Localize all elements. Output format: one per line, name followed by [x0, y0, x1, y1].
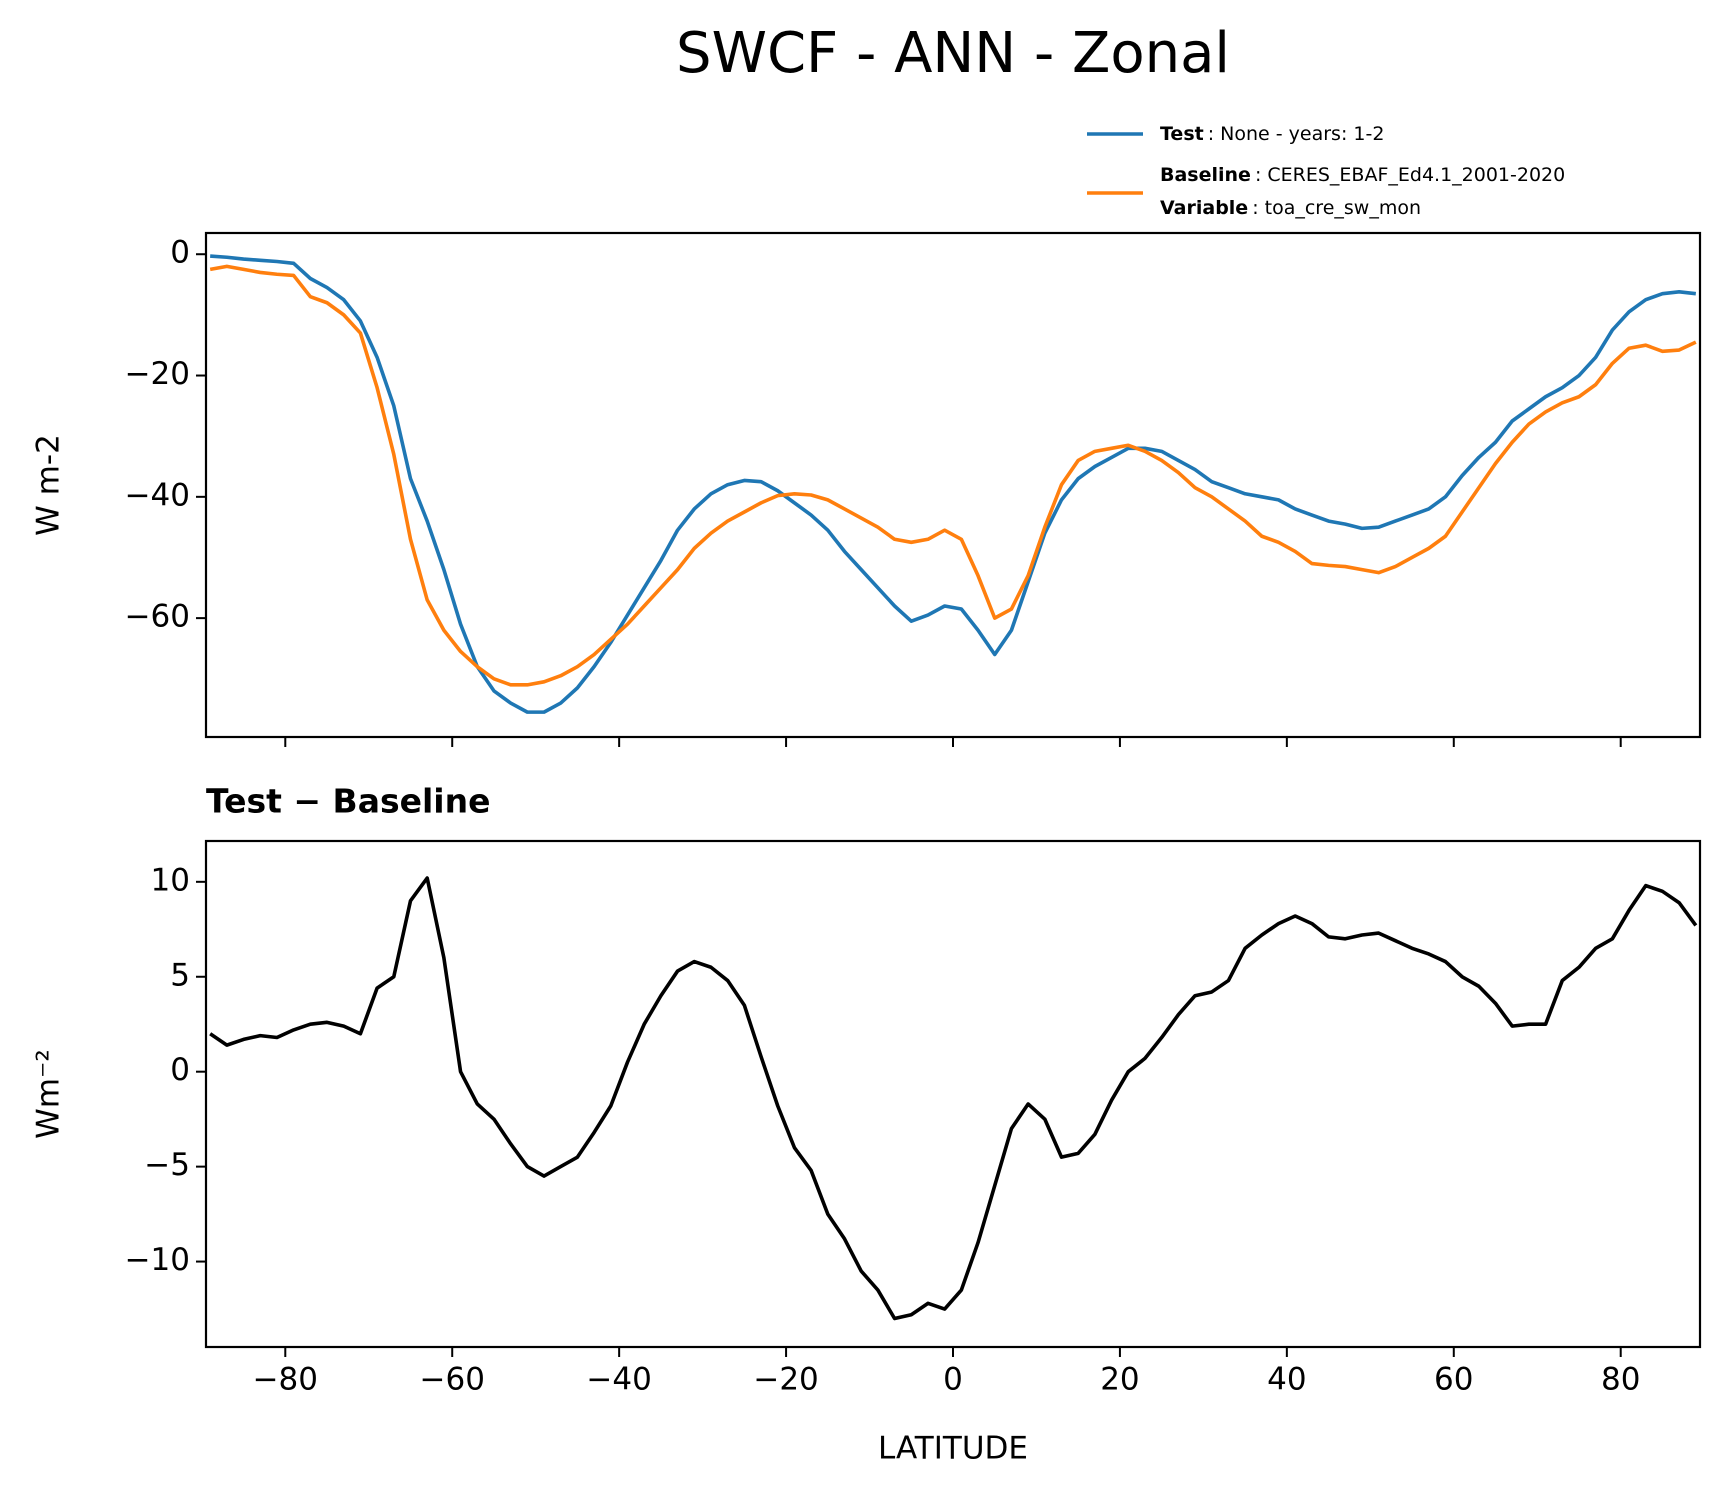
legend-name: Baseline: [1160, 164, 1251, 186]
legend-entry: Variable: toa_cre_sw_mon: [1160, 197, 1421, 219]
y-tick-label: −60: [125, 599, 190, 635]
x-tick-label: −80: [253, 1362, 318, 1398]
legend-entry: Baseline: CERES_EBAF_Ed4.1_2001-2020: [1160, 164, 1565, 186]
y-tick-label: −5: [144, 1147, 190, 1183]
x-tick-label: 80: [1601, 1362, 1640, 1398]
legend-name: Test: [1160, 123, 1204, 145]
y-tick-label: −20: [125, 356, 190, 392]
legend-detail: : None - years: 1-2: [1208, 123, 1385, 145]
y-tick-label: 0: [170, 1052, 190, 1088]
legend-detail: : toa_cre_sw_mon: [1252, 197, 1421, 219]
y-axis-label: Wm⁻²: [31, 1049, 67, 1139]
legend-detail: : CERES_EBAF_Ed4.1_2001-2020: [1255, 164, 1565, 186]
y-tick-label: 0: [170, 235, 190, 271]
y-tick-label: 10: [151, 862, 190, 898]
x-tick-label: 60: [1434, 1362, 1473, 1398]
x-tick-label: 40: [1267, 1362, 1306, 1398]
series-line: [210, 254, 1697, 714]
y-axis-label: W m-2: [31, 434, 67, 536]
y-tick-label: −40: [125, 477, 190, 513]
series-line: [209, 264, 1697, 687]
figure-title: SWCF - ANN - Zonal: [676, 21, 1230, 86]
x-tick-label: −60: [420, 1362, 485, 1398]
series-line: [209, 876, 1698, 1321]
x-tick-label: −20: [753, 1362, 818, 1398]
x-axis-label: LATITUDE: [878, 1431, 1028, 1467]
x-tick-label: −40: [586, 1362, 651, 1398]
legend-name: Variable: [1160, 197, 1248, 219]
legend-entry: Test: None - years: 1-2: [1160, 123, 1384, 145]
x-tick-label: 20: [1100, 1362, 1139, 1398]
x-tick-label: 0: [943, 1362, 963, 1398]
y-tick-label: 5: [170, 957, 190, 993]
y-tick-label: −10: [125, 1242, 190, 1278]
axes-title: Test − Baseline: [206, 782, 491, 821]
